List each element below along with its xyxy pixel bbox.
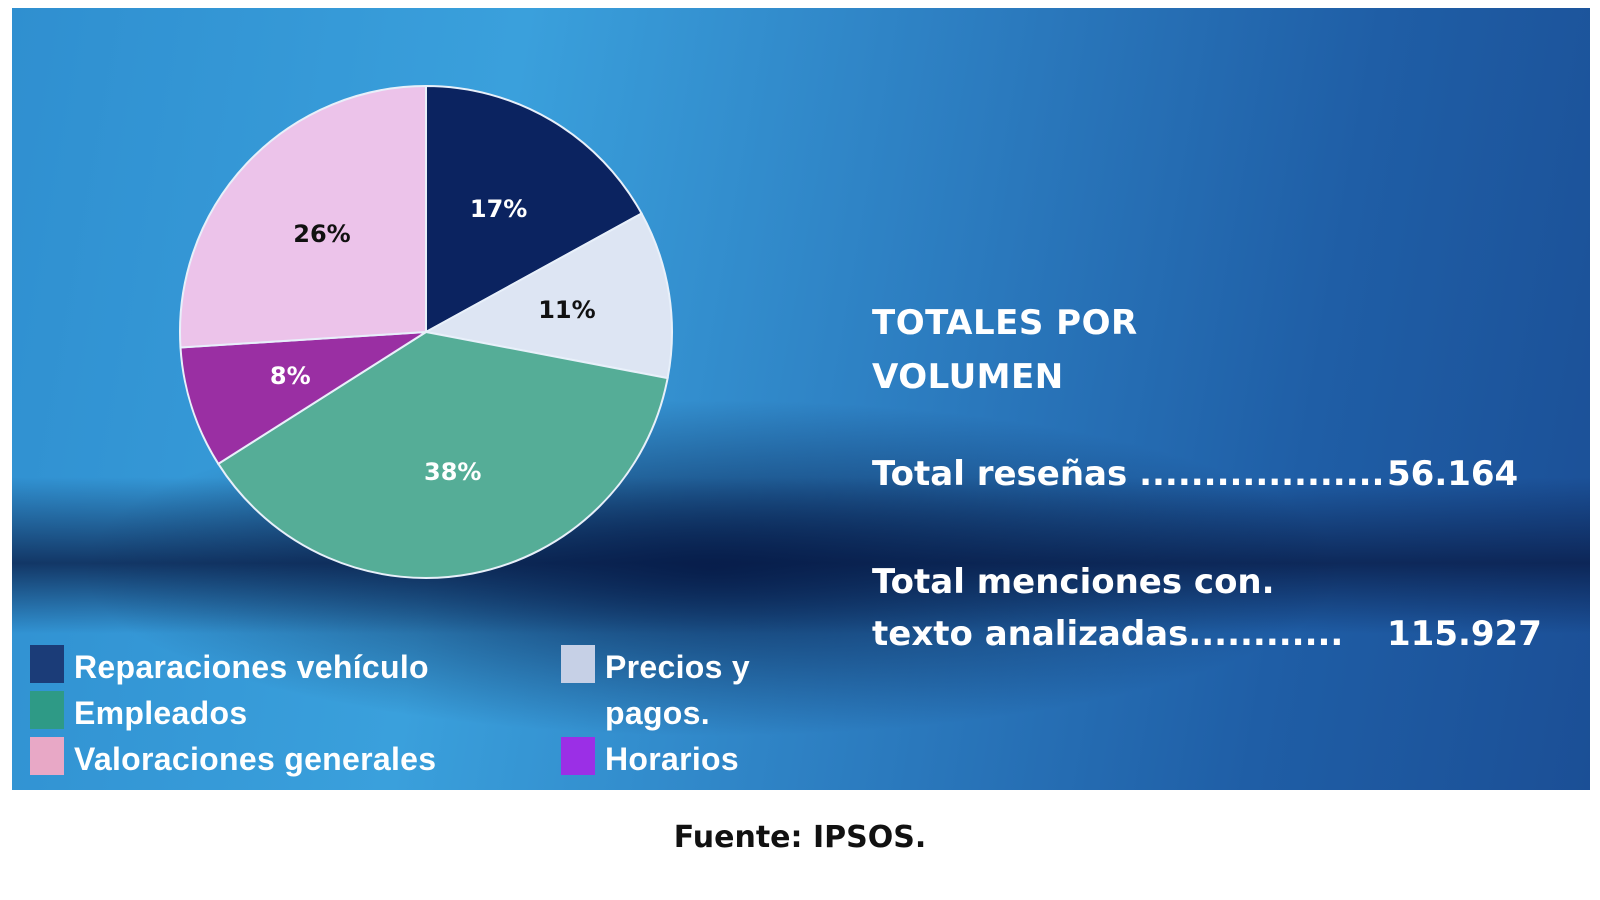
total-menciones-label-line1: Total menciones con. <box>872 562 1275 602</box>
legend-swatch <box>30 737 64 775</box>
pie-slice-label: 17% <box>469 195 528 224</box>
legend-label: Horarios <box>605 741 739 777</box>
total-resenas-value: 56.164 <box>1387 454 1519 494</box>
totals-block: TOTALES POR VOLUMEN <box>872 296 1138 404</box>
legend-label: Reparaciones vehículo <box>74 649 429 685</box>
total-menciones-label-line2: texto analizadas............ <box>872 614 1344 654</box>
legend-swatch <box>30 645 64 683</box>
pie-slice <box>179 331 427 466</box>
total-menciones-value: 115.927 <box>1387 614 1542 654</box>
legend: Reparaciones vehículo Empleados Valoraci… <box>30 644 810 790</box>
pie-slice <box>425 84 643 334</box>
legend-label: Precios y pagos. <box>605 649 751 731</box>
totals-title-line1: TOTALES POR <box>872 303 1138 343</box>
pie-chart <box>179 84 673 579</box>
pie-slice-label: 11% <box>538 295 596 324</box>
pie-slice <box>423 212 673 380</box>
legend-swatch <box>561 645 595 683</box>
legend-item-precios: Precios y pagos. <box>561 644 775 736</box>
legend-swatch <box>30 691 64 729</box>
legend-item-horarios: Horarios <box>561 736 739 782</box>
legend-label: Valoraciones generales <box>74 741 437 777</box>
pie-slice-label: 26% <box>293 220 351 249</box>
pie-slice <box>179 84 427 349</box>
legend-item-empleados: Empleados <box>30 690 247 736</box>
source-caption: Fuente: IPSOS. <box>673 820 927 855</box>
legend-item-valoraciones: Valoraciones generales <box>30 736 436 782</box>
infographic-panel: 17% 11% 38% 8% 26% Reparaciones vehículo Emp… <box>12 8 1590 790</box>
legend-swatch <box>561 737 595 775</box>
total-resenas-label: Total reseñas ................... <box>872 454 1385 494</box>
legend-item-reparaciones: Reparaciones vehículo <box>30 644 429 690</box>
pie-slice-label: 38% <box>424 458 482 487</box>
pie-slice-label: 8% <box>269 362 311 391</box>
totals-title-line2: VOLUMEN <box>872 357 1064 397</box>
legend-label: Empleados <box>74 695 248 731</box>
